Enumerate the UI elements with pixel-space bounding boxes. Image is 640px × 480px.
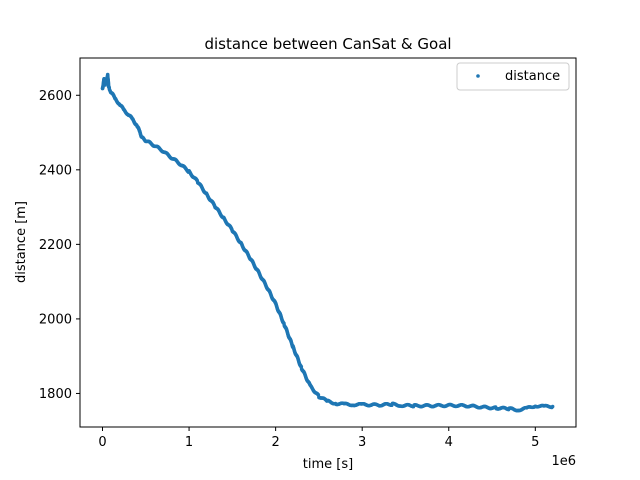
x-tick-label: 5: [531, 435, 539, 450]
legend-label: distance: [505, 69, 560, 84]
x-tick-label: 3: [358, 435, 366, 450]
legend-marker: [476, 74, 480, 78]
x-tick-label: 1: [185, 435, 193, 450]
y-tick-label: 2400: [39, 163, 72, 178]
x-axis-ticks: 0 1 2 3 4 5: [98, 427, 539, 450]
legend: distance: [456, 62, 570, 91]
legend-box: [456, 62, 570, 91]
x-axis-label: time [s]: [303, 457, 353, 472]
x-tick-label: 2: [271, 435, 279, 450]
data-points: [100, 72, 555, 413]
y-axis-label: distance [m]: [14, 201, 29, 283]
x-offset-label: 1e6: [551, 454, 576, 469]
data-point: [550, 404, 555, 409]
y-axis-ticks: 1800 2000 2200 2400 2600: [39, 89, 80, 402]
y-tick-label: 2600: [39, 89, 72, 104]
x-tick-label: 4: [445, 435, 453, 450]
plot-frame: [79, 57, 577, 428]
chart-title: distance between CanSat & Goal: [204, 35, 451, 53]
y-tick-label: 2000: [39, 312, 72, 327]
y-tick-label: 1800: [39, 387, 72, 402]
x-tick-label: 0: [98, 435, 106, 450]
y-tick-label: 2200: [39, 238, 72, 253]
